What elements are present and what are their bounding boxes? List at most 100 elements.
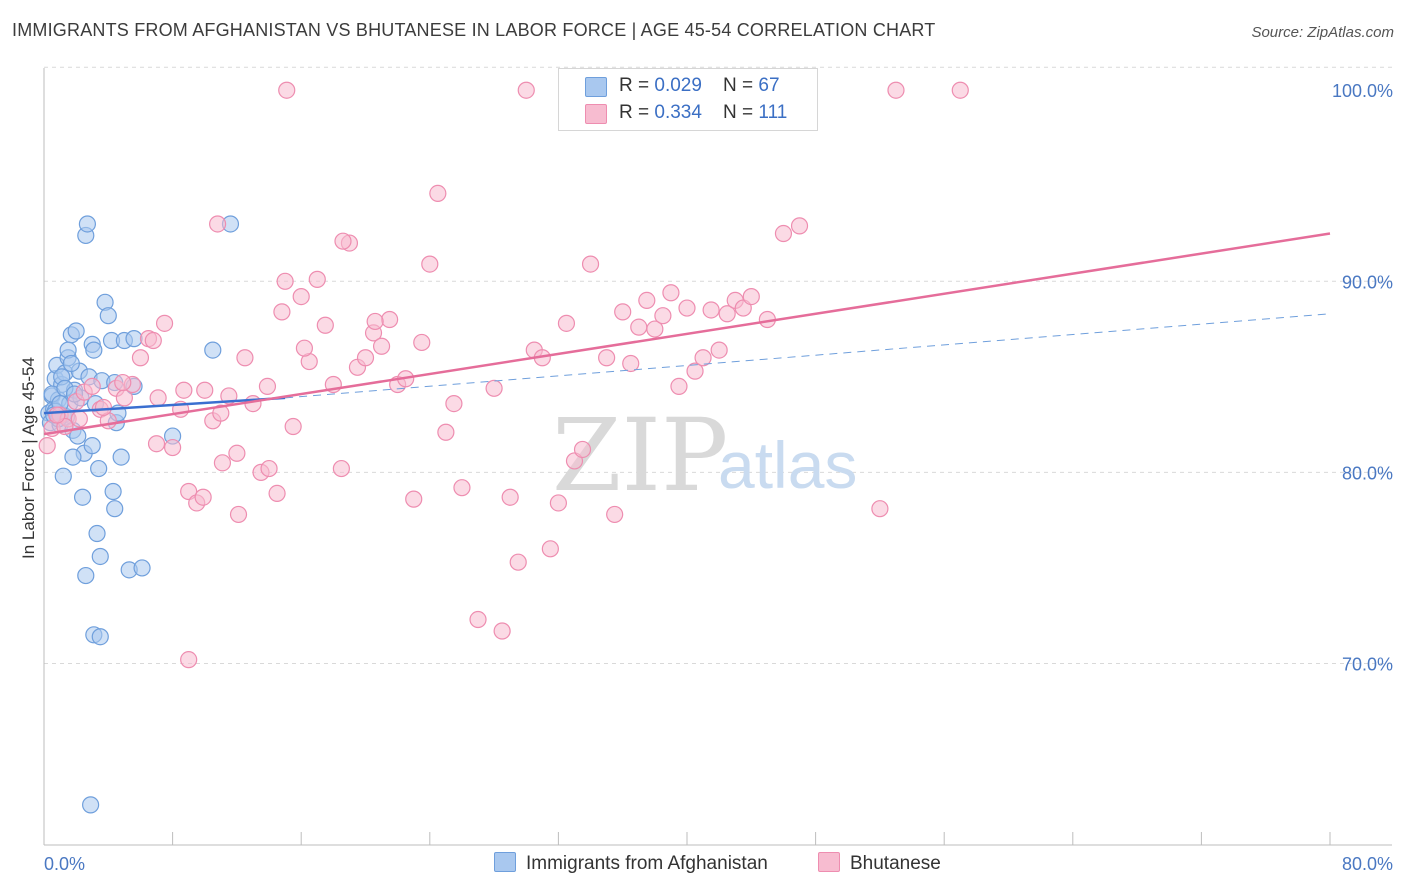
legend-r-label: R = xyxy=(619,75,655,96)
legend-r-label: R = xyxy=(619,102,655,123)
x-tick-label: 0.0% xyxy=(44,854,85,874)
point-afghanistan xyxy=(112,448,130,466)
point-bhutanese xyxy=(381,310,399,329)
point-bhutanese xyxy=(372,337,391,355)
data-points xyxy=(38,81,969,814)
point-bhutanese xyxy=(557,314,576,332)
chart-title: IMMIGRANTS FROM AFGHANISTAN VS BHUTANESE… xyxy=(12,20,936,40)
point-bhutanese xyxy=(654,307,672,325)
point-bhutanese xyxy=(413,333,431,352)
point-bhutanese xyxy=(180,651,198,669)
point-afghanistan xyxy=(82,796,100,814)
point-bhutanese xyxy=(366,312,384,331)
source-label: Source: ZipAtlas.com xyxy=(1251,24,1394,41)
point-bhutanese xyxy=(213,454,232,472)
point-bhutanese xyxy=(421,255,439,273)
point-afghanistan xyxy=(91,628,109,646)
point-bhutanese xyxy=(356,349,375,367)
trend-line-afghanistan-extended xyxy=(285,313,1331,399)
point-bhutanese xyxy=(581,255,600,273)
point-bhutanese xyxy=(131,349,150,367)
point-bhutanese xyxy=(405,490,423,508)
point-bhutanese xyxy=(622,354,640,373)
point-bhutanese xyxy=(228,444,246,462)
point-bhutanese xyxy=(541,540,559,558)
point-bhutanese xyxy=(258,377,277,395)
legend-r-value: 0.029 xyxy=(654,75,702,96)
point-afghanistan xyxy=(106,500,124,518)
series-swatch-bhutanese xyxy=(818,852,840,872)
point-bhutanese xyxy=(70,410,88,428)
correlation-legend: R = 0.029 N = 67 R = 0.334 N = 111 xyxy=(558,68,818,131)
series-legend-afghanistan[interactable]: Immigrants from Afghanistan xyxy=(494,852,768,875)
watermark-atlas: atlas xyxy=(718,428,857,502)
x-tick-label: 80.0% xyxy=(1342,854,1393,874)
point-bhutanese xyxy=(196,381,214,399)
point-bhutanese xyxy=(670,377,688,395)
point-bhutanese xyxy=(573,440,592,459)
y-tick-label: 80.0% xyxy=(1342,463,1393,483)
point-bhutanese xyxy=(638,291,656,310)
point-bhutanese xyxy=(517,81,535,99)
series-label-bhutanese: Bhutanese xyxy=(850,853,941,874)
point-bhutanese xyxy=(94,398,113,417)
point-afghanistan xyxy=(91,547,109,566)
point-bhutanese xyxy=(284,417,302,436)
series-legend-bhutanese[interactable]: Bhutanese xyxy=(818,852,941,875)
trend-line-afghanistan xyxy=(43,396,286,415)
point-afghanistan xyxy=(78,215,97,233)
point-bhutanese xyxy=(149,389,167,407)
point-bhutanese xyxy=(212,404,230,422)
legend-n-value: 67 xyxy=(758,75,780,96)
point-bhutanese xyxy=(260,459,278,478)
point-bhutanese xyxy=(742,287,760,306)
legend-n-label: N = xyxy=(723,75,759,96)
point-bhutanese xyxy=(229,505,248,524)
point-bhutanese xyxy=(194,488,212,506)
point-bhutanese xyxy=(469,610,487,629)
point-bhutanese xyxy=(790,217,809,235)
point-afghanistan xyxy=(90,459,108,478)
point-afghanistan xyxy=(67,322,85,340)
point-bhutanese xyxy=(292,287,310,306)
point-bhutanese xyxy=(175,381,193,399)
point-bhutanese xyxy=(144,331,162,350)
legend-n-label: N = xyxy=(723,102,759,123)
point-bhutanese xyxy=(606,505,624,524)
point-bhutanese xyxy=(614,303,632,321)
legend-swatch-bhutanese xyxy=(585,104,607,124)
point-bhutanese xyxy=(501,488,519,506)
point-bhutanese xyxy=(710,341,728,359)
point-bhutanese xyxy=(445,394,463,413)
point-afghanistan xyxy=(125,330,143,348)
point-bhutanese xyxy=(509,553,527,571)
point-bhutanese xyxy=(332,459,350,478)
point-afghanistan xyxy=(54,467,72,485)
point-afghanistan xyxy=(83,437,101,455)
point-bhutanese xyxy=(951,81,969,99)
point-bhutanese xyxy=(276,272,294,290)
point-afghanistan xyxy=(104,482,122,501)
point-bhutanese xyxy=(485,379,503,397)
series-swatch-afghanistan xyxy=(494,852,516,872)
point-afghanistan xyxy=(85,341,103,359)
point-afghanistan xyxy=(77,566,95,585)
point-bhutanese xyxy=(48,406,66,424)
point-bhutanese xyxy=(114,373,132,392)
trend-lines xyxy=(43,232,1331,436)
point-afghanistan xyxy=(62,354,80,373)
point-bhutanese xyxy=(686,362,704,380)
point-bhutanese xyxy=(662,284,680,302)
point-bhutanese xyxy=(268,484,286,503)
tick-labels: 100.0% 90.0% 80.0% 70.0% 0.0% 80.0% xyxy=(44,81,1393,874)
point-afghanistan xyxy=(204,341,222,359)
point-bhutanese xyxy=(549,494,568,512)
point-bhutanese xyxy=(646,320,664,338)
point-bhutanese xyxy=(155,314,174,332)
point-bhutanese xyxy=(38,437,56,455)
point-bhutanese xyxy=(702,301,720,319)
point-bhutanese xyxy=(308,270,326,288)
point-bhutanese xyxy=(694,349,712,367)
point-bhutanese xyxy=(429,184,447,203)
